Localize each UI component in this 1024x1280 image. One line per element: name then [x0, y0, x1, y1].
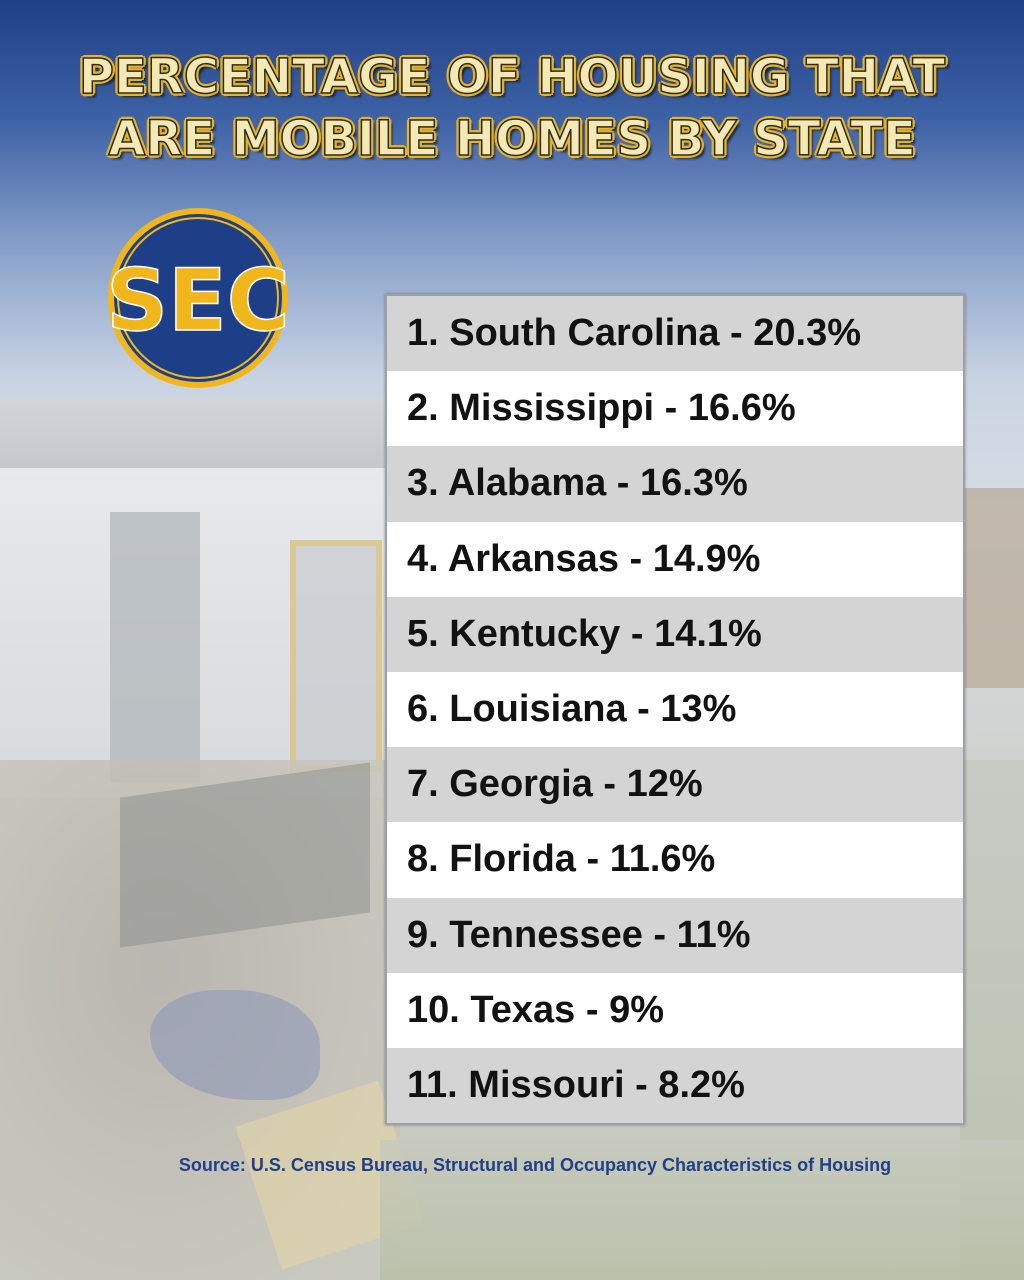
ranking-row: 9. Tennessee - 11%	[387, 897, 963, 973]
background-ground	[380, 1140, 1024, 1280]
ranking-row: 11. Missouri - 8.2%	[387, 1047, 963, 1124]
background-house-door	[110, 512, 200, 782]
ranking-row: 8. Florida - 11.6%	[387, 822, 963, 898]
title-line-1: PERCENTAGE OF HOUSING THAT	[78, 48, 946, 106]
background-shed	[960, 488, 1024, 688]
ranking-row: 4. Arkansas - 14.9%	[387, 521, 963, 597]
ranking-table: 1. South Carolina - 20.3% 2. Mississippi…	[385, 294, 965, 1126]
ranking-row: 10. Texas - 9%	[387, 972, 963, 1048]
infographic-title: PERCENTAGE OF HOUSING THAT ARE MOBILE HO…	[0, 46, 1024, 170]
title-line-2: ARE MOBILE HOMES BY STATE	[108, 110, 917, 168]
sec-logo-text: SEC	[106, 251, 290, 351]
ranking-row: 2. Mississippi - 16.6%	[387, 371, 963, 447]
source-note: Source: U.S. Census Bureau, Structural a…	[178, 1155, 892, 1175]
ranking-row: 1. South Carolina - 20.3%	[387, 296, 963, 372]
ranking-row: 3. Alabama - 16.3%	[387, 446, 963, 522]
background-house-roof	[0, 398, 400, 468]
ranking-row: 6. Louisiana - 13%	[387, 671, 963, 748]
ranking-row: 7. Georgia - 12%	[387, 747, 963, 823]
background-house-window	[290, 540, 382, 772]
ranking-row: 5. Kentucky - 14.1%	[387, 596, 963, 672]
sec-logo: SEC	[106, 208, 290, 388]
